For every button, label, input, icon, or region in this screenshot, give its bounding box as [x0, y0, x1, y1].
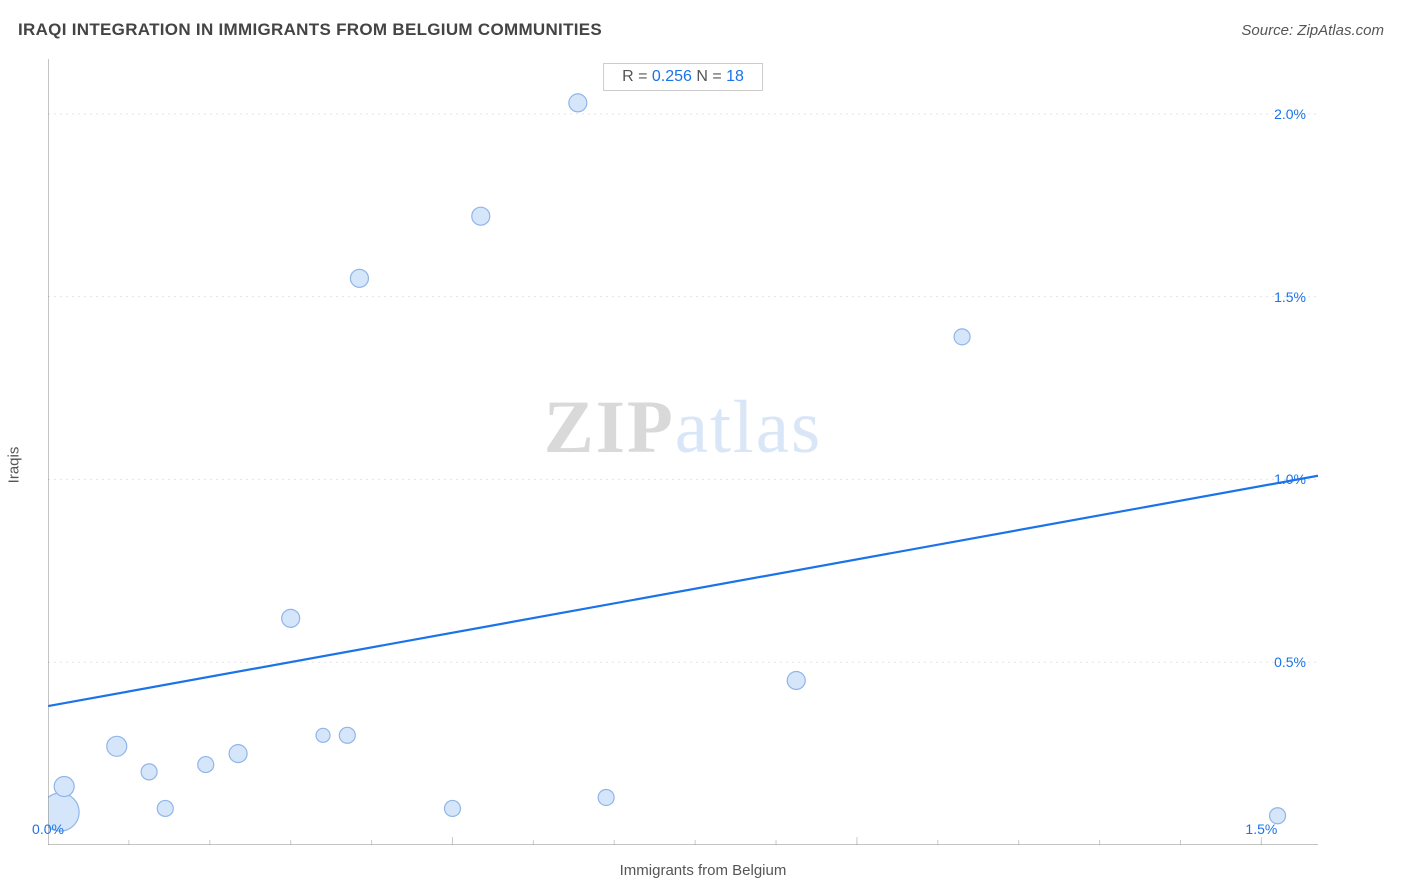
source-name: ZipAtlas.com: [1297, 22, 1384, 39]
scatter-point: [141, 764, 157, 780]
r-value: 0.256: [652, 68, 692, 85]
scatter-point: [954, 329, 970, 345]
scatter-point: [787, 671, 805, 689]
x-axis-label: Immigrants from Belgium: [620, 862, 787, 879]
scatter-point: [107, 736, 127, 756]
scatter-point: [282, 609, 300, 627]
scatter-point: [350, 269, 368, 287]
x-tick-label: 1.5%: [1245, 821, 1277, 837]
n-label: N =: [692, 68, 726, 85]
scatter-point: [598, 789, 614, 805]
x-tick-label: 0.0%: [32, 821, 64, 837]
scatter-point: [229, 745, 247, 763]
scatter-point: [444, 800, 460, 816]
plot-area: ZIPatlas R = 0.256 N = 18 0.0%1.5% 0.5%1…: [48, 59, 1318, 845]
y-tick-label: 1.0%: [1274, 471, 1306, 487]
scatter-point: [54, 777, 74, 797]
y-tick-label: 1.5%: [1274, 289, 1306, 305]
plot-container: Iraqis Immigrants from Belgium ZIPatlas …: [18, 55, 1388, 875]
source-attribution: Source: ZipAtlas.com: [1241, 22, 1384, 39]
source-prefix: Source:: [1241, 22, 1297, 39]
stats-box: R = 0.256 N = 18: [603, 63, 763, 91]
regression-line: [48, 476, 1318, 706]
scatter-point: [316, 728, 330, 742]
y-tick-label: 0.5%: [1274, 654, 1306, 670]
scatter-point: [339, 727, 355, 743]
y-tick-label: 2.0%: [1274, 106, 1306, 122]
chart-title: IRAQI INTEGRATION IN IMMIGRANTS FROM BEL…: [18, 20, 602, 40]
r-label: R =: [622, 68, 652, 85]
scatter-point: [157, 800, 173, 816]
scatter-plot-svg: [48, 59, 1318, 845]
scatter-point: [569, 94, 587, 112]
y-axis-label: Iraqis: [6, 447, 23, 484]
n-value: 18: [726, 68, 744, 85]
scatter-point: [472, 207, 490, 225]
scatter-point: [198, 757, 214, 773]
